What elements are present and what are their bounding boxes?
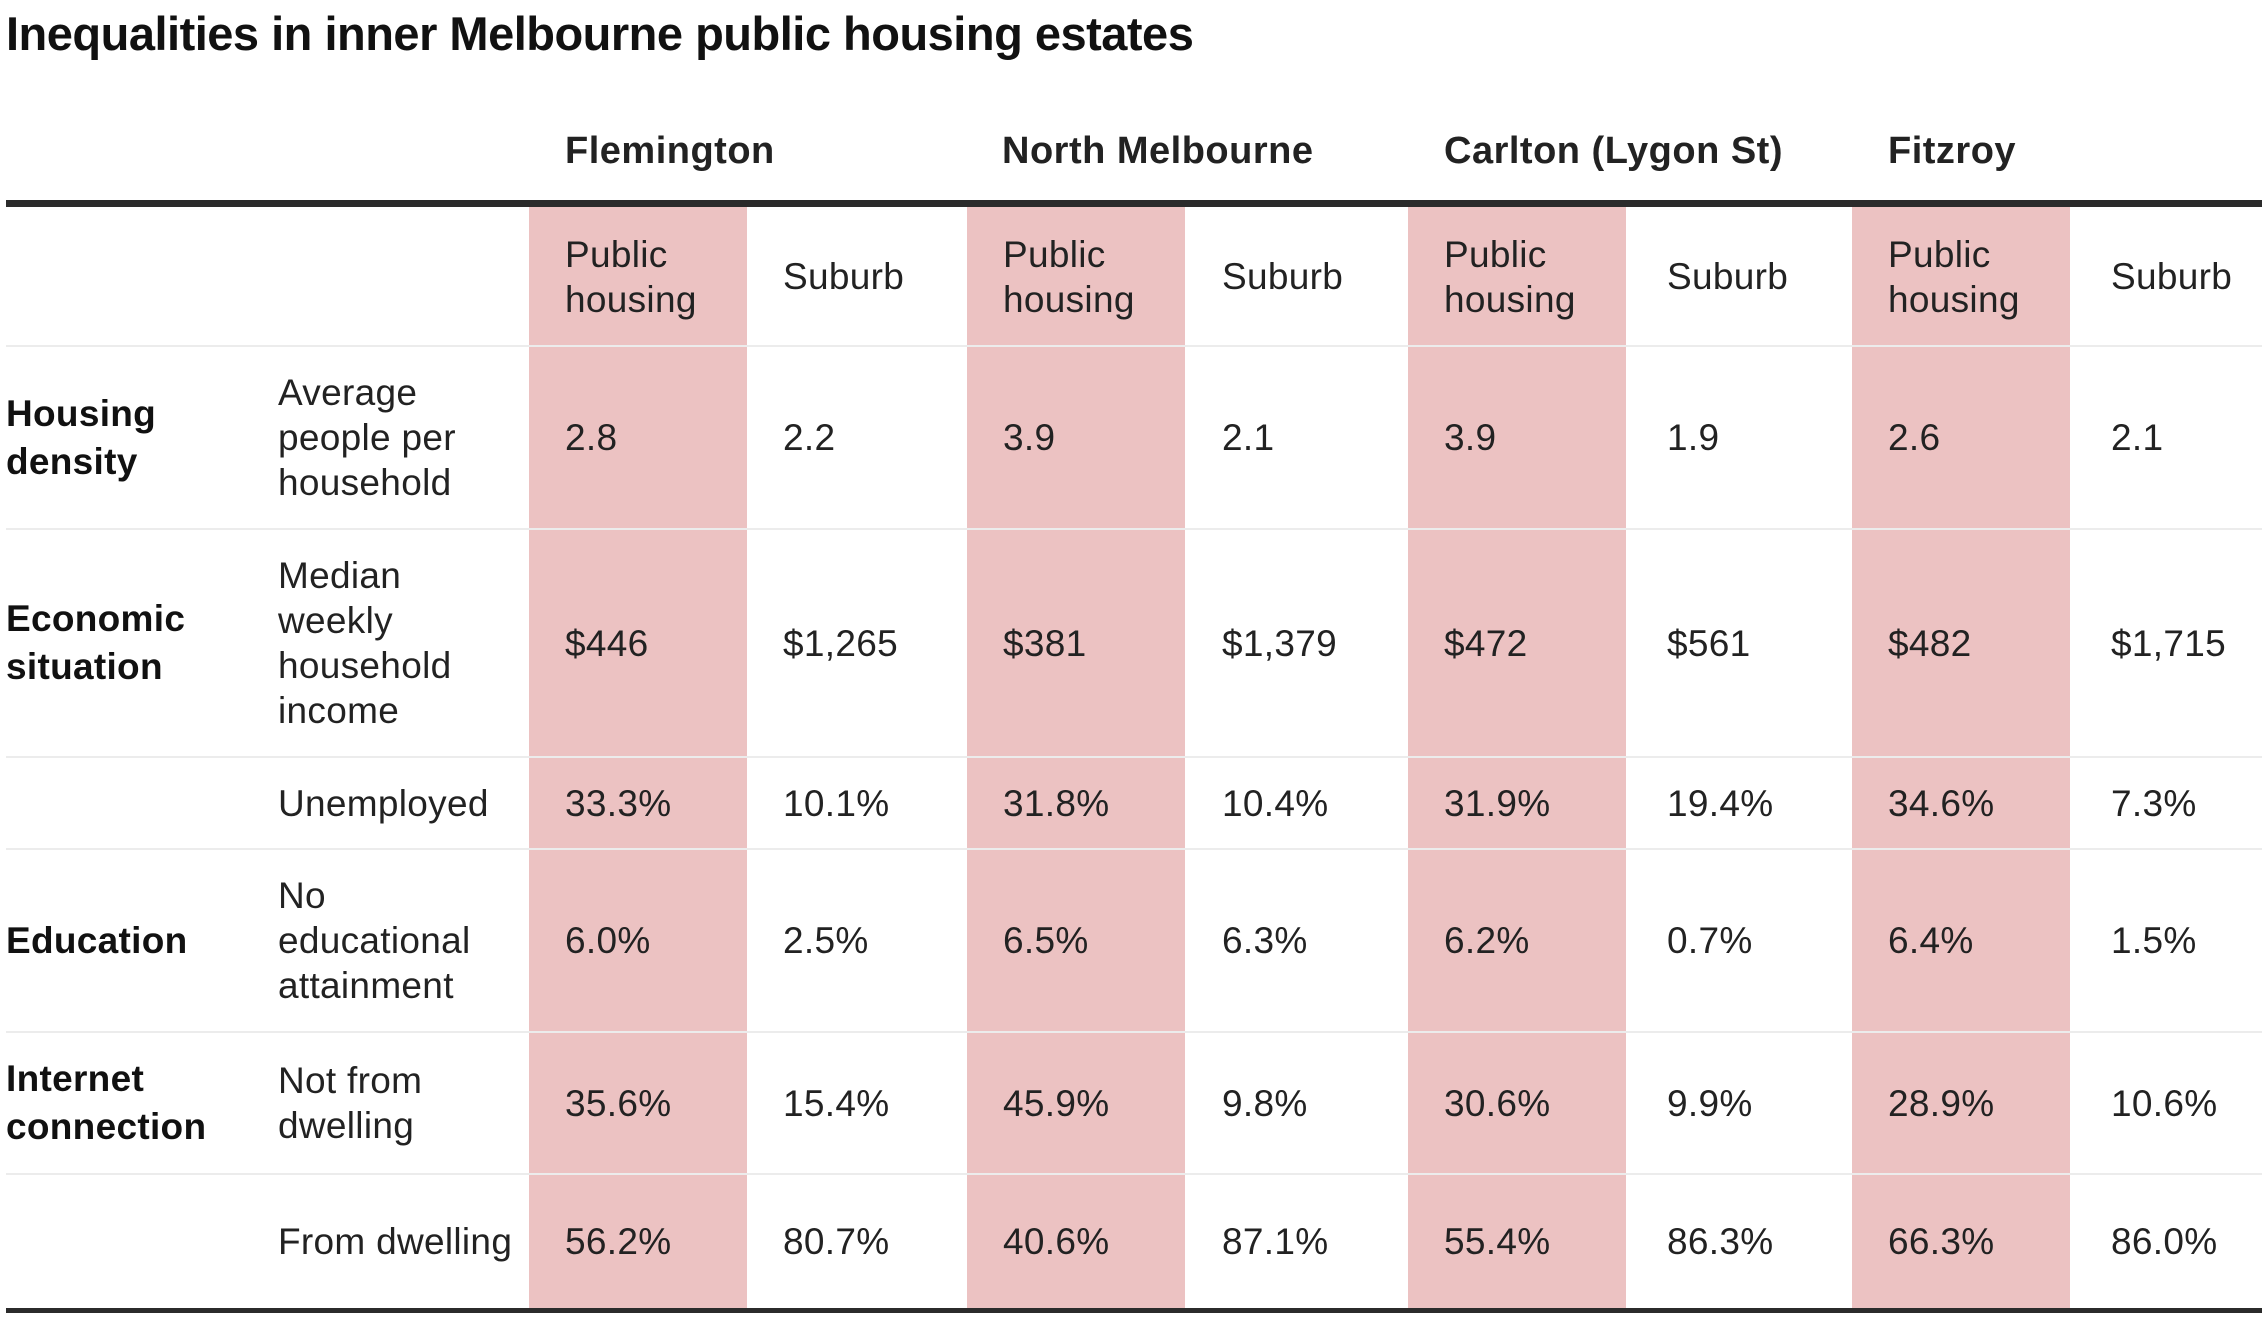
public-housing-value: 6.5% xyxy=(1003,920,1089,961)
suburb-value: $1,715 xyxy=(2111,622,2226,664)
row-separator xyxy=(6,848,2262,850)
row-separator xyxy=(6,1031,2262,1033)
row-category: Economic situation xyxy=(6,598,186,687)
public-housing-subheader: Public housing xyxy=(565,233,697,320)
suburb-value: 2.5% xyxy=(783,920,869,961)
public-housing-value: 3.9 xyxy=(1003,417,1056,458)
row-measure: Unemployed xyxy=(278,782,489,824)
suburb-value: 10.4% xyxy=(1222,782,1329,824)
public-housing-value: 31.9% xyxy=(1444,782,1551,824)
row-category: Housing density xyxy=(6,392,157,482)
group-header: Carlton (Lygon St) xyxy=(1444,130,1783,172)
public-housing-value: 2.6 xyxy=(1888,417,1941,458)
public-housing-value: 34.6% xyxy=(1888,782,1995,824)
suburb-value: 0.7% xyxy=(1667,920,1753,961)
public-housing-value: 35.6% xyxy=(565,1082,672,1124)
suburb-value: 86.0% xyxy=(2111,1220,2218,1262)
public-housing-subheader: Public housing xyxy=(1888,233,2020,320)
suburb-subheader: Suburb xyxy=(1222,256,1344,297)
suburb-value: 9.9% xyxy=(1667,1082,1753,1124)
suburb-value: 10.1% xyxy=(783,782,890,824)
public-housing-value: 30.6% xyxy=(1444,1082,1551,1124)
suburb-value: 6.3% xyxy=(1222,920,1308,961)
suburb-value: 15.4% xyxy=(783,1082,890,1124)
suburb-value: $561 xyxy=(1667,622,1751,664)
public-housing-value: 45.9% xyxy=(1003,1082,1110,1124)
public-housing-value: $446 xyxy=(565,622,649,664)
suburb-subheader: Suburb xyxy=(2111,256,2233,297)
group-header: North Melbourne xyxy=(1002,130,1314,172)
row-separator xyxy=(6,756,2262,758)
public-housing-value: 6.2% xyxy=(1444,920,1530,961)
chart-title: Inequalities in inner Melbourne public h… xyxy=(6,7,1194,60)
suburb-value: 2.1 xyxy=(2111,417,2164,458)
bottom-rule xyxy=(6,1308,2262,1313)
group-header: Flemington xyxy=(565,130,775,172)
suburb-value: 87.1% xyxy=(1222,1220,1329,1262)
row-category: Internet connection xyxy=(6,1058,207,1147)
row-separator xyxy=(6,345,2262,347)
suburb-value: 86.3% xyxy=(1667,1220,1774,1262)
public-housing-value: $381 xyxy=(1003,622,1087,664)
public-housing-value: 66.3% xyxy=(1888,1220,1995,1262)
suburb-value: 2.1 xyxy=(1222,417,1275,458)
public-housing-value: $482 xyxy=(1888,622,1972,664)
public-housing-value: 55.4% xyxy=(1444,1220,1551,1262)
header-rule xyxy=(6,200,2262,207)
public-housing-value: 31.8% xyxy=(1003,782,1110,824)
row-separator xyxy=(6,528,2262,530)
suburb-value: 80.7% xyxy=(783,1220,890,1262)
suburb-value: 1.5% xyxy=(2111,920,2197,961)
suburb-value: 19.4% xyxy=(1667,782,1774,824)
row-measure: Average people per household xyxy=(278,372,456,503)
public-housing-value: 28.9% xyxy=(1888,1082,1995,1124)
public-housing-value: 40.6% xyxy=(1003,1220,1110,1262)
suburb-subheader: Suburb xyxy=(783,256,905,297)
row-separator xyxy=(6,1173,2262,1175)
public-housing-value: 3.9 xyxy=(1444,417,1497,458)
row-measure: From dwelling xyxy=(278,1220,513,1262)
suburb-value: 9.8% xyxy=(1222,1082,1308,1124)
public-housing-value: 6.0% xyxy=(565,920,651,961)
group-header: Fitzroy xyxy=(1888,130,2017,172)
row-measure: No educational attainment xyxy=(278,875,471,1006)
public-housing-value: 33.3% xyxy=(565,782,672,824)
public-housing-subheader: Public housing xyxy=(1444,233,1576,320)
row-category: Education xyxy=(6,919,188,961)
row-measure: Not from dwelling xyxy=(278,1060,423,1146)
suburb-value: 2.2 xyxy=(783,417,836,458)
public-housing-subheader: Public housing xyxy=(1003,233,1135,320)
suburb-value: 10.6% xyxy=(2111,1082,2218,1124)
suburb-value: $1,379 xyxy=(1222,622,1337,664)
suburb-value: 1.9 xyxy=(1667,417,1720,458)
suburb-value: $1,265 xyxy=(783,622,898,664)
public-housing-value: 6.4% xyxy=(1888,920,1974,961)
public-housing-value: $472 xyxy=(1444,622,1528,664)
suburb-value: 7.3% xyxy=(2111,782,2197,824)
public-housing-value: 56.2% xyxy=(565,1220,672,1262)
row-measure: Median weekly household income xyxy=(278,555,452,731)
suburb-subheader: Suburb xyxy=(1667,256,1789,297)
public-housing-value: 2.8 xyxy=(565,417,618,458)
